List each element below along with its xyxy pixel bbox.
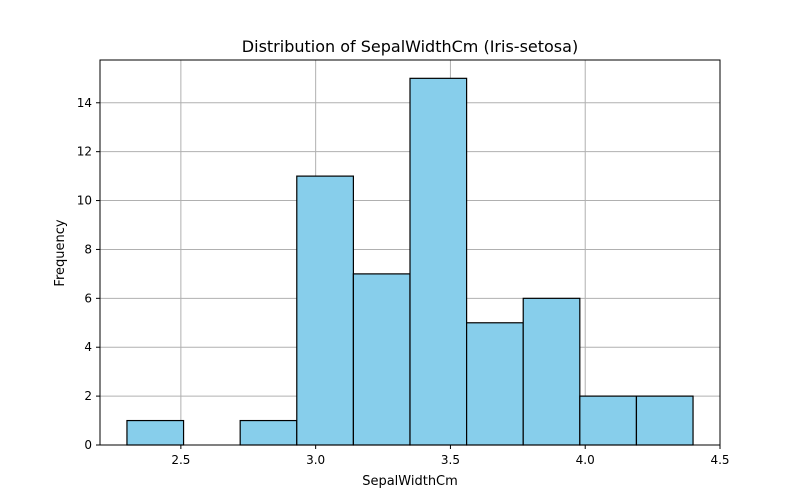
plot-frame	[99, 59, 721, 446]
y-tick-label: 0	[84, 438, 92, 452]
y-tick-label: 2	[84, 389, 92, 403]
histogram-bars	[126, 77, 694, 446]
y-tick-label: 6	[84, 291, 92, 305]
histogram-bar	[466, 322, 524, 446]
x-tick-label: 2.5	[171, 453, 190, 467]
histogram-bar	[296, 175, 354, 446]
histogram-bar	[352, 273, 411, 446]
chart-title: Distribution of SepalWidthCm (Iris-setos…	[242, 37, 578, 56]
x-tick-label: 3.5	[441, 453, 460, 467]
y-axis-label: Frequency	[53, 219, 68, 286]
y-tick-label: 4	[84, 340, 92, 354]
histogram-bar	[409, 77, 468, 446]
y-tick-label: 12	[77, 145, 92, 159]
histogram-bar	[239, 419, 298, 446]
histogram-bar	[126, 419, 185, 446]
x-axis-ticks: 2.5 3.0 3.5 4.0 4.5	[171, 445, 730, 467]
histogram-bar	[579, 395, 638, 446]
histogram-bar	[522, 297, 581, 446]
x-tick-label: 4.5	[710, 453, 729, 467]
y-tick-label: 14	[77, 96, 92, 110]
x-axis-label: SepalWidthCm	[362, 474, 458, 489]
y-axis-ticks: 0 2 4 6 8 10 12 14	[77, 96, 100, 452]
histogram-bar	[635, 395, 694, 446]
x-tick-label: 3.0	[306, 453, 325, 467]
y-tick-label: 10	[77, 194, 92, 208]
x-tick-label: 4.0	[576, 453, 595, 467]
y-tick-label: 8	[84, 242, 92, 256]
